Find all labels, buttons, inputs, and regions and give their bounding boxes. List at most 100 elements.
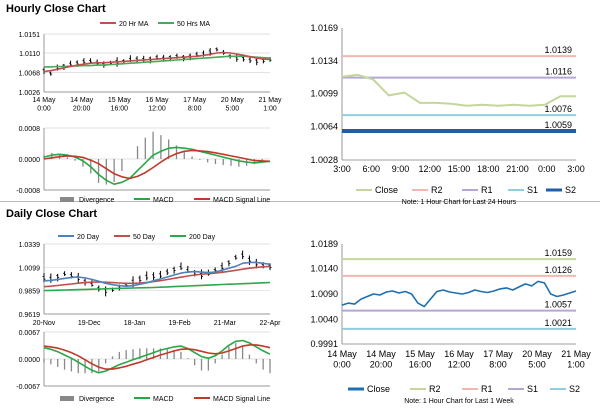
section-divider <box>0 201 600 202</box>
level-label: 1.0076 <box>544 104 572 114</box>
level-label: 1.0059 <box>544 120 572 130</box>
y-tick-label: 0.9859 <box>19 289 41 296</box>
legend-label: Divergence <box>79 396 115 403</box>
x-tick-label: 0:00 <box>333 360 351 370</box>
x-tick-label: 17 May <box>183 97 206 104</box>
x-tick-label: 5:00 <box>528 360 546 370</box>
x-tick-label: 20:00 <box>73 106 91 113</box>
x-tick-label: 20 May <box>221 97 244 104</box>
x-tick-label: 18-Jan <box>124 320 146 327</box>
y-tick-label: 1.0339 <box>19 242 41 249</box>
level-label: 1.0057 <box>544 300 572 310</box>
legend-label: R1 <box>481 384 493 394</box>
close-line <box>341 280 577 308</box>
level-label: 1.0116 <box>545 67 572 77</box>
legend-label: Close <box>367 384 390 394</box>
y-tick-label: 0.9619 <box>19 312 41 319</box>
daily-section-title: Daily Close Chart <box>6 208 98 220</box>
x-tick-label: 20-Nov <box>33 320 56 327</box>
ma200-line <box>43 281 271 292</box>
y-tick-label: 1.0110 <box>19 51 40 58</box>
ma50-line <box>44 55 271 68</box>
x-tick-label: 14 May <box>366 349 396 359</box>
legend-label: R1 <box>481 185 493 195</box>
x-tick-label: 14 May <box>33 97 56 104</box>
x-tick-label: 9:00 <box>392 164 410 174</box>
legend-label: MACD Signal Line <box>213 197 270 204</box>
legend-label: R2 <box>431 185 443 195</box>
ma20-line <box>43 51 271 73</box>
x-tick-label: 21 May <box>561 349 591 359</box>
y-tick-label: 1.0140 <box>310 264 338 274</box>
legend-swatch <box>60 197 74 202</box>
legend-label: MACD <box>153 396 174 403</box>
y-tick-label: 0.9991 <box>310 339 338 349</box>
x-tick-label: 8:00 <box>489 360 507 370</box>
x-tick-label: 12:00 <box>418 164 441 174</box>
legend-label: 50 Hrs MA <box>177 21 210 28</box>
legend-label: Close <box>375 185 398 195</box>
y-tick-label: -0.0067 <box>16 384 40 391</box>
y-tick-label: 1.0090 <box>310 289 338 299</box>
x-tick-label: 21:00 <box>506 164 529 174</box>
x-tick-label: 20 May <box>522 349 552 359</box>
chart-note: Note: 1 Hour Chart for Last 1 Week <box>404 398 514 405</box>
macd-line <box>43 146 271 185</box>
x-tick-label: 17 May <box>483 349 513 359</box>
x-tick-label: 22-Apr <box>259 320 281 327</box>
legend-swatch <box>60 396 74 401</box>
y-tick-label: 1.0028 <box>310 155 338 165</box>
macd-line <box>43 339 271 374</box>
y-tick-label: 0.0008 <box>19 126 41 133</box>
x-tick-label: 16 May <box>146 97 169 104</box>
y-tick-label: 1.0189 <box>310 239 338 249</box>
x-tick-label: 6:00 <box>362 164 380 174</box>
y-tick-label: 1.0040 <box>310 314 338 324</box>
x-tick-label: 15 May <box>108 97 131 104</box>
ma20-line <box>43 261 271 288</box>
x-tick-label: 0:00 <box>538 164 556 174</box>
x-tick-label: 15 May <box>405 349 435 359</box>
y-tick-label: 1.0099 <box>19 265 41 272</box>
x-tick-label: 3:00 <box>333 164 351 174</box>
x-tick-label: 20:00 <box>370 360 393 370</box>
legend-label: S2 <box>565 185 576 195</box>
x-tick-label: 21 May <box>259 97 282 104</box>
legend-label: S1 <box>527 185 538 195</box>
ma50-line <box>43 265 271 288</box>
y-tick-label: 1.0026 <box>19 90 41 97</box>
close-line <box>341 73 576 107</box>
legend-label: MACD Signal Line <box>213 396 270 403</box>
signal-line <box>43 149 271 180</box>
level-label: 1.0021 <box>544 318 572 328</box>
legend-label: S2 <box>569 384 580 394</box>
signal-line <box>43 344 271 370</box>
x-tick-label: 15:00 <box>448 164 471 174</box>
y-tick-label: 0.0000 <box>19 357 41 364</box>
legend-label: R2 <box>429 384 441 394</box>
legend-label: 200 Day <box>189 234 216 241</box>
legend-label: 20 Day <box>77 234 100 241</box>
x-tick-label: 18:00 <box>477 164 500 174</box>
y-tick-label: 1.0169 <box>310 23 338 33</box>
level-label: 1.0126 <box>544 265 572 275</box>
chart-note: Note: 1 Hour Chart for Last 24 Hours <box>402 199 517 206</box>
legend-label: 50 Day <box>133 234 156 241</box>
x-tick-label: 12:00 <box>448 360 471 370</box>
x-tick-label: 1:00 <box>263 106 277 113</box>
y-tick-label: 1.0064 <box>310 121 338 131</box>
x-tick-label: 5:00 <box>226 106 240 113</box>
legend-label: Divergence <box>79 197 115 204</box>
y-tick-label: 1.0068 <box>19 71 41 78</box>
x-tick-label: 16:00 <box>111 106 129 113</box>
x-tick-label: 8:00 <box>188 106 202 113</box>
x-tick-label: 12:00 <box>148 106 166 113</box>
legend-label: MACD <box>153 197 174 204</box>
x-tick-label: 14 May <box>327 349 357 359</box>
x-tick-label: 19-Dec <box>78 320 101 327</box>
y-tick-label: 0.0067 <box>19 330 41 337</box>
y-tick-label: 1.0099 <box>310 89 338 99</box>
x-tick-label: 1:00 <box>567 360 585 370</box>
y-tick-label: -0.0008 <box>16 188 40 195</box>
